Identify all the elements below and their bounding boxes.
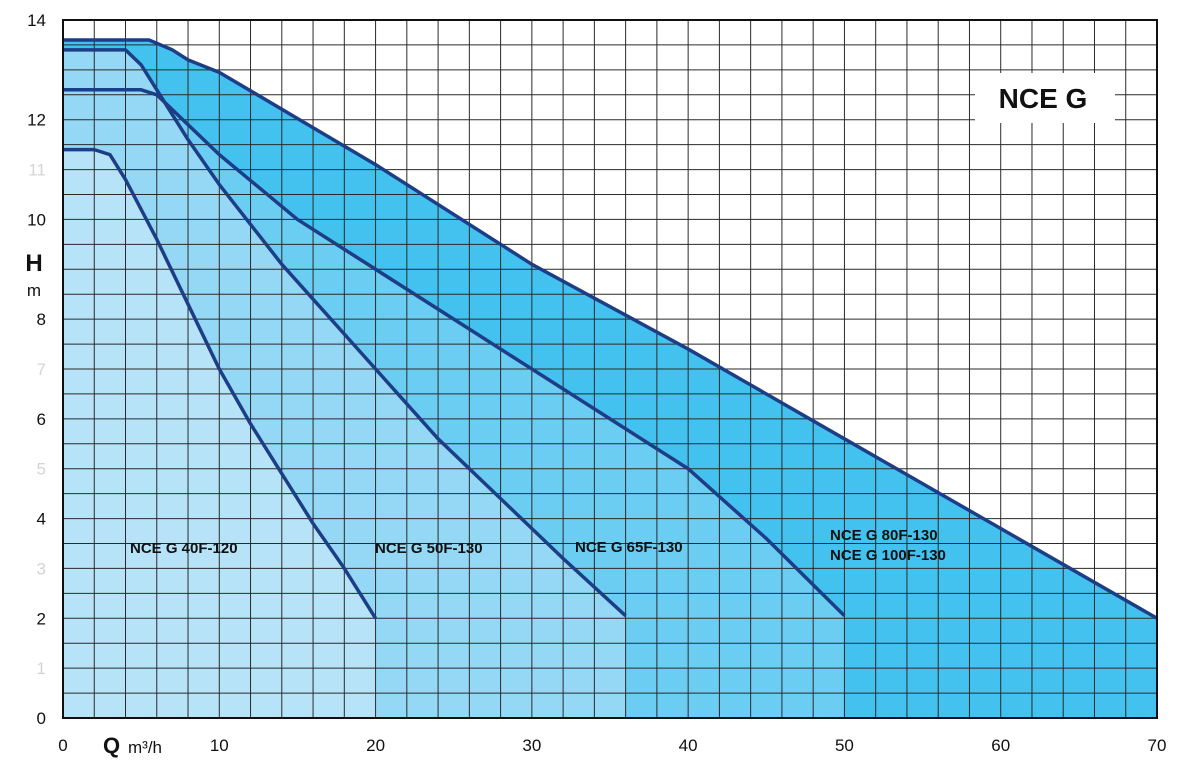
x-tick-label: 20: [366, 736, 385, 755]
x-tick-label: 70: [1148, 736, 1167, 755]
y-axis-label: H: [25, 250, 42, 277]
y-minor-tick-label: 11: [28, 161, 46, 180]
plot-frame: [62, 19, 1158, 719]
y-tick-label: 10: [27, 210, 46, 229]
x-tick-label: 30: [522, 736, 541, 755]
pump-curve: [63, 48, 627, 618]
x-tick-label: 0: [58, 736, 67, 755]
pump-curve: [63, 147, 378, 620]
y-tick-label: 2: [37, 609, 46, 628]
x-tick-label: 40: [679, 736, 698, 755]
pump-curve: [63, 88, 846, 618]
y-tick-label: 4: [37, 510, 46, 529]
y-minor-tick-label: 7: [37, 360, 46, 379]
x-axis-unit: m³/h: [128, 738, 162, 757]
series-label: NCE G 40F-120: [130, 540, 238, 557]
x-tick-label: 50: [835, 736, 854, 755]
pump-curve: [63, 38, 1158, 620]
series-label: NCE G 80F-130: [830, 527, 938, 544]
y-minor-tick-label: 3: [37, 559, 46, 578]
series-label: NCE G 65F-130: [575, 539, 683, 556]
x-tick-label: 60: [991, 736, 1010, 755]
y-tick-label: 12: [27, 111, 46, 130]
y-minor-tick-label: 1: [37, 659, 46, 678]
x-tick-label: 10: [210, 736, 229, 755]
series-label: NCE G 100F-130: [830, 547, 946, 564]
x-axis-label: Q: [103, 733, 120, 758]
y-tick-label: 8: [37, 310, 46, 329]
series-label: NCE G 50F-130: [375, 540, 483, 557]
y-axis-unit: m: [27, 281, 41, 300]
chart-title: NCE G: [999, 83, 1088, 114]
y-tick-label: 0: [37, 709, 46, 728]
y-tick-label: 14: [27, 11, 46, 30]
y-minor-tick-label: 5: [37, 460, 46, 479]
y-tick-label: 6: [37, 410, 46, 429]
title-box: [975, 73, 1115, 123]
